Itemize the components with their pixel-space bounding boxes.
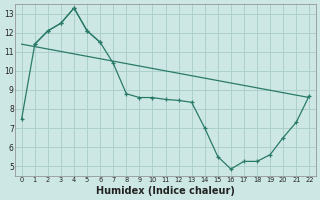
X-axis label: Humidex (Indice chaleur): Humidex (Indice chaleur) (96, 186, 235, 196)
